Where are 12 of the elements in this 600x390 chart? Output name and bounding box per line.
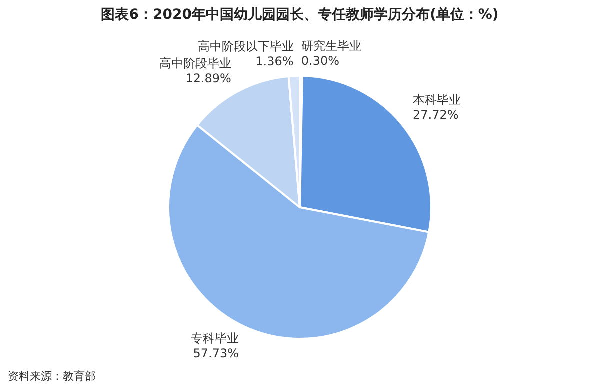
- slice-label: 高中阶段以下毕业: [198, 39, 294, 54]
- slice-label: 研究生毕业: [301, 39, 362, 54]
- slice-label: 高中阶段毕业: [159, 56, 232, 70]
- slice-label: 专科毕业: [191, 332, 239, 346]
- data-label: 0.30%: [301, 54, 340, 68]
- data-label: 27.72%: [413, 108, 459, 122]
- slice-label: 本科毕业: [413, 93, 462, 108]
- chart-title: 图表6：2020年中国幼儿园园长、专任教师学历分布(单位：%): [100, 6, 500, 24]
- data-label: 12.89%: [186, 71, 232, 86]
- text: 资料来源：教育部: [8, 369, 96, 384]
- data-label: 57.73%: [193, 346, 239, 361]
- data-label: 1.36%: [256, 54, 294, 68]
